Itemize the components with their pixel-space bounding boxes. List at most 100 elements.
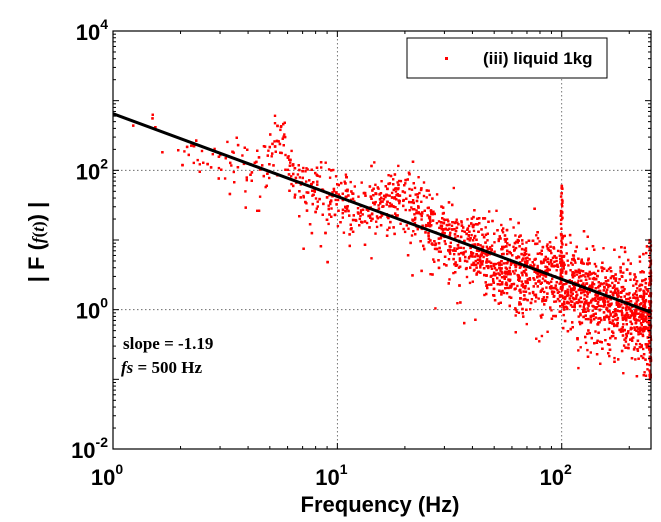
data-point — [351, 197, 355, 200]
data-point — [481, 260, 484, 263]
data-point — [559, 222, 563, 226]
data-point — [292, 172, 295, 176]
data-point — [345, 207, 349, 211]
y-tick-label: 10-2 — [71, 434, 108, 463]
data-point — [177, 149, 180, 152]
data-point — [475, 238, 478, 241]
data-point — [560, 254, 563, 257]
data-point — [377, 207, 381, 210]
data-point — [612, 291, 615, 294]
data-point — [464, 255, 467, 259]
data-point — [540, 261, 543, 265]
data-point — [523, 271, 526, 274]
data-point — [648, 280, 652, 284]
data-point — [597, 323, 600, 326]
data-point — [630, 337, 634, 340]
data-point — [427, 189, 430, 192]
data-point — [624, 337, 628, 340]
data-point — [642, 292, 646, 295]
data-point — [395, 198, 398, 201]
data-point — [372, 194, 375, 197]
data-point — [503, 238, 507, 241]
data-point — [604, 276, 607, 279]
data-point — [448, 223, 451, 226]
data-point — [415, 209, 418, 212]
data-point — [497, 272, 500, 275]
data-point — [553, 260, 556, 263]
data-point — [603, 316, 606, 319]
data-point — [327, 204, 330, 207]
data-point — [428, 224, 431, 227]
data-point — [642, 353, 646, 356]
data-point — [241, 154, 244, 157]
data-point — [452, 186, 455, 190]
data-point — [606, 279, 610, 282]
data-point — [327, 207, 330, 211]
data-point — [318, 197, 321, 201]
data-point — [596, 295, 599, 298]
data-point — [397, 179, 401, 183]
data-point — [468, 255, 471, 259]
data-point — [463, 239, 466, 243]
data-point — [604, 315, 607, 319]
data-point — [390, 196, 394, 199]
data-point — [438, 246, 441, 250]
data-point — [396, 214, 399, 217]
data-point — [476, 262, 480, 265]
data-point — [370, 219, 373, 222]
data-point — [501, 231, 505, 234]
data-point — [477, 270, 481, 273]
data-point — [469, 254, 472, 258]
data-point — [370, 212, 374, 216]
data-point — [571, 305, 574, 308]
y-title-fn: f — [29, 235, 48, 243]
data-point — [318, 175, 322, 178]
data-point — [610, 275, 614, 278]
data-point — [560, 264, 563, 267]
data-point — [594, 312, 597, 315]
data-point — [601, 269, 604, 273]
data-point — [536, 285, 539, 288]
data-point — [608, 348, 612, 351]
data-point — [585, 290, 588, 294]
data-point — [484, 226, 487, 229]
data-point — [541, 300, 544, 303]
data-point — [600, 266, 603, 269]
data-point — [636, 349, 640, 352]
data-point — [562, 306, 565, 309]
data-point — [609, 336, 612, 340]
data-point — [564, 272, 568, 275]
data-point — [471, 280, 474, 283]
data-point — [500, 267, 503, 270]
data-point — [635, 342, 638, 346]
data-point — [449, 252, 452, 255]
data-point — [476, 223, 479, 226]
data-point — [439, 224, 443, 227]
data-point — [648, 241, 651, 244]
data-point — [620, 327, 623, 331]
data-point — [299, 196, 302, 199]
data-point — [492, 281, 495, 284]
data-point — [563, 283, 566, 286]
data-point — [589, 315, 592, 318]
data-point — [586, 348, 589, 352]
data-point — [648, 342, 652, 345]
data-point — [633, 292, 636, 295]
data-point — [506, 270, 509, 273]
data-point — [419, 213, 422, 216]
data-point — [619, 269, 622, 272]
data-point — [509, 252, 512, 255]
data-point — [373, 161, 376, 164]
data-point — [627, 343, 630, 346]
data-point — [492, 273, 495, 277]
data-point — [573, 284, 576, 287]
data-point — [560, 217, 564, 220]
data-point — [625, 312, 629, 315]
data-point — [627, 314, 630, 317]
data-point — [183, 150, 186, 153]
data-point — [586, 295, 589, 298]
data-point — [597, 289, 601, 293]
data-point — [620, 309, 623, 313]
data-point — [582, 305, 585, 309]
data-point — [566, 307, 569, 311]
